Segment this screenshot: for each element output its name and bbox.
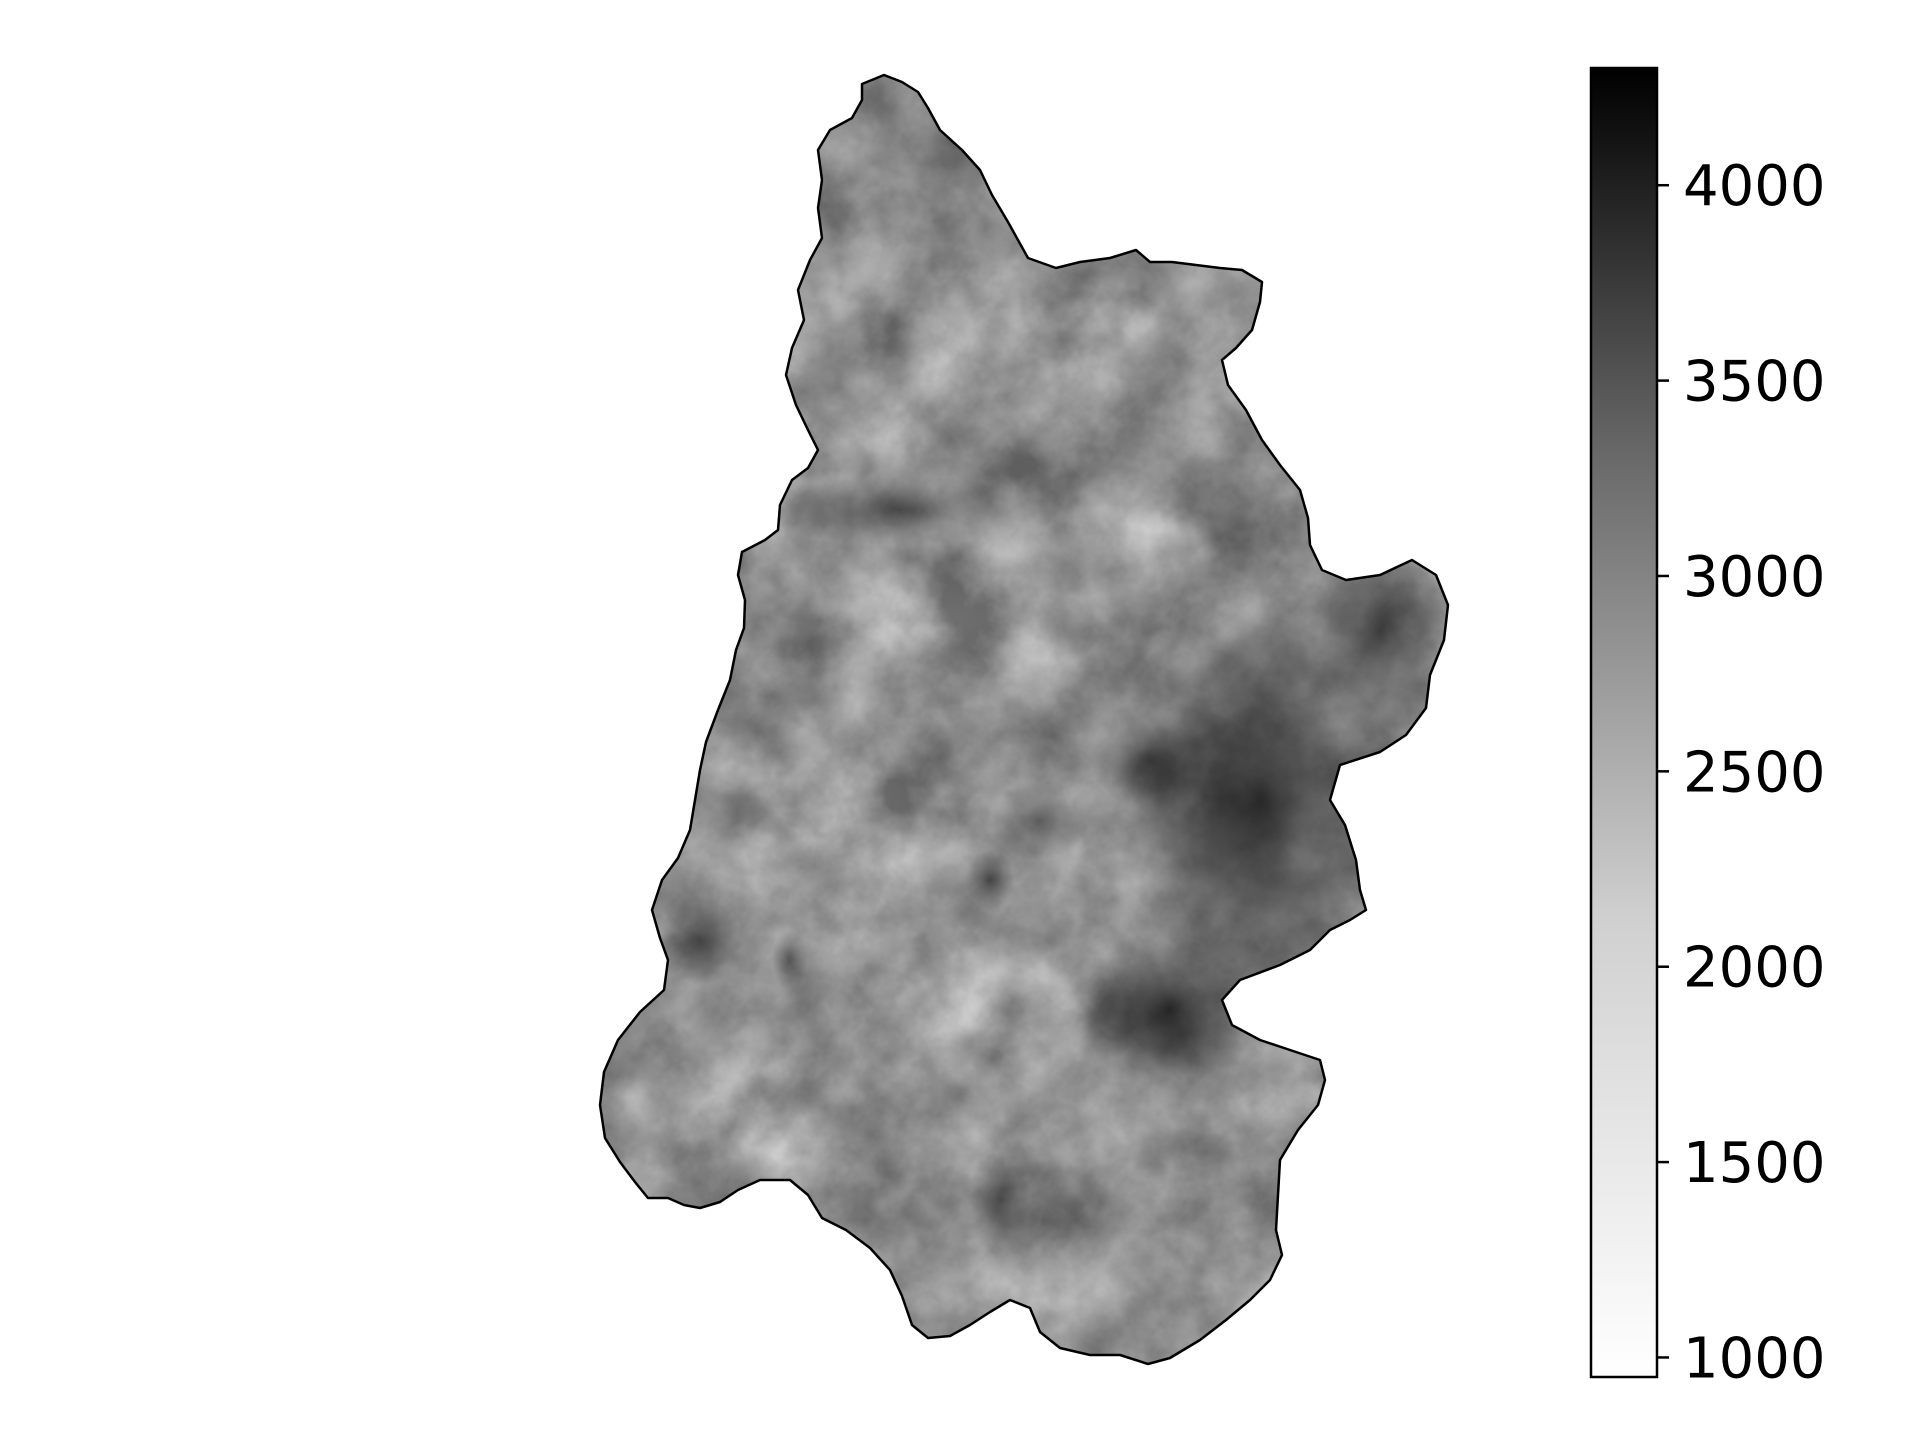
colorbar-tick-label: 1500 <box>1683 1131 1826 1196</box>
colorbar-gradient <box>1591 68 1657 1377</box>
colorbar-tick-label: 2500 <box>1683 740 1826 805</box>
colorbar-tick-label: 1000 <box>1683 1326 1826 1391</box>
colorbar-ticks: 1000 1500 2000 2500 3000 3500 4000 <box>1657 154 1826 1391</box>
colorbar-tick-label: 3000 <box>1683 545 1826 610</box>
colorbar-tick-label: 3500 <box>1683 350 1826 415</box>
colorbar: 1000 1500 2000 2500 3000 3500 4000 <box>1589 66 1826 1391</box>
colorbar-tick-label: 4000 <box>1683 154 1826 219</box>
colorbar-frame <box>1589 66 1659 1379</box>
elevation-raster <box>600 75 1448 1364</box>
colorbar-tick-label: 2000 <box>1683 936 1826 1001</box>
